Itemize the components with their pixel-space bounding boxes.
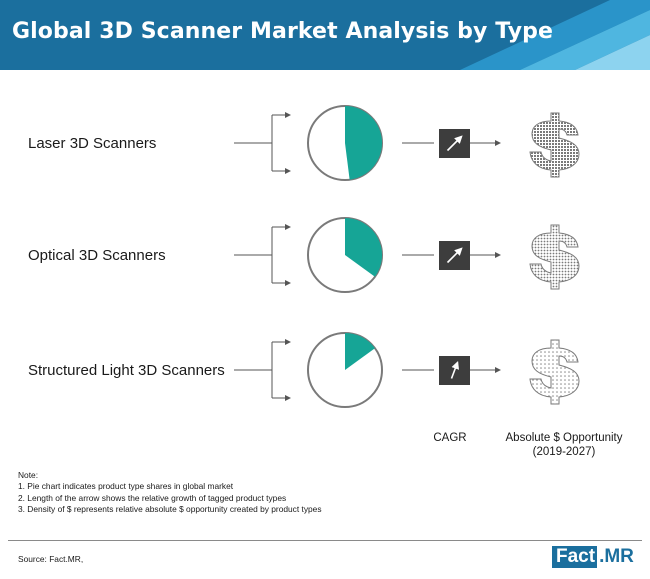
dollar-icon-optical: [529, 224, 580, 290]
row-label-laser: Laser 3D Scanners: [28, 135, 157, 152]
logo-part-fact: Fact: [552, 546, 598, 568]
column-label-cagr: CAGR: [433, 432, 467, 444]
header-stripe-2: [520, 10, 650, 70]
column-label-opportunity: Absolute $ Opportunity (2019-2027): [494, 431, 634, 459]
pie-slice-optical: [345, 218, 382, 277]
header-banner: Global 3D Scanner Market Analysis by Typ…: [0, 0, 650, 70]
opportunity-label-line1: Absolute $ Opportunity: [505, 432, 623, 444]
row-label-structured-light: Structured Light 3D Scanners: [28, 362, 225, 379]
cagr-arrow-optical: [446, 247, 463, 264]
note-item: 2. Length of the arrow shows the relativ…: [18, 492, 287, 503]
analysis-diagram: [234, 105, 580, 408]
dollar-icon-laser: [529, 112, 580, 178]
row-laser: [234, 105, 580, 181]
row-structured-light: [234, 332, 580, 408]
logo-part-mr: .MR: [599, 546, 634, 567]
notes-heading: Note:: [18, 470, 39, 480]
row-label-optical: Optical 3D Scanners: [28, 247, 166, 264]
cagr-arrow-structured-light: [450, 361, 459, 379]
source-text: Source: Fact.MR,: [18, 554, 84, 564]
row-optical: [234, 217, 580, 293]
cagr-arrow-laser: [446, 135, 463, 152]
factmr-logo: Fact .MR: [552, 546, 634, 568]
note-item: 1. Pie chart indicates product type shar…: [18, 481, 234, 492]
opportunity-label-line2: (2019-2027): [532, 446, 596, 458]
header-stripe-1: [460, 0, 650, 70]
pie-slice-laser: [345, 106, 383, 180]
notes-block: Note: 1. Pie chart indicates product typ…: [18, 470, 322, 516]
dollar-icon-structured-light: [529, 339, 580, 405]
note-item: 3. Density of $ represents relative abso…: [18, 504, 322, 515]
footer-divider: [8, 540, 642, 541]
pie-slice-structured-light: [345, 333, 375, 370]
header-stripe-3: [575, 35, 650, 70]
page-title: Global 3D Scanner Market Analysis by Typ…: [12, 19, 554, 44]
header-background: [0, 0, 650, 70]
